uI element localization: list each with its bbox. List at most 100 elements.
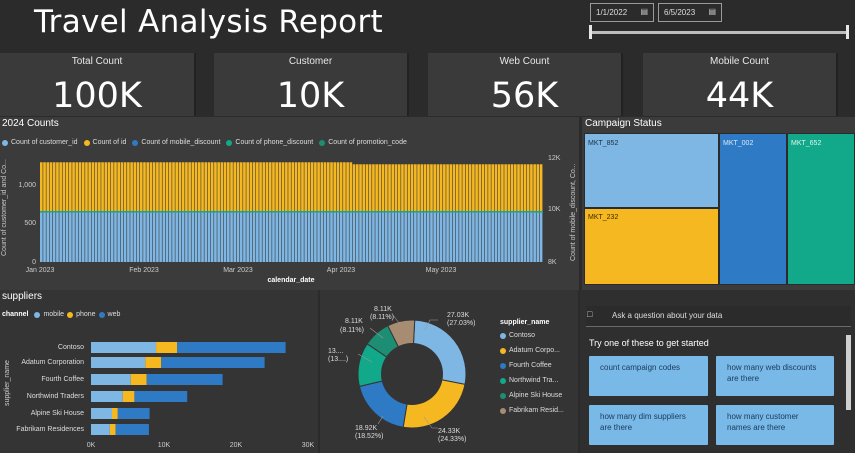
calendar-icon[interactable]: ▤ xyxy=(708,7,716,16)
bar-count-of-customer-id xyxy=(281,211,285,262)
legend-title: supplier_name xyxy=(500,319,550,326)
bar-web[interactable] xyxy=(146,374,223,385)
bar-phone[interactable] xyxy=(156,342,178,353)
treemap-label: MKT_652 xyxy=(791,140,822,147)
start-date-value: 1/1/2022 xyxy=(596,8,628,17)
bar-count-of-id xyxy=(304,162,308,212)
date-range-slider[interactable] xyxy=(590,31,848,34)
bar-phone[interactable] xyxy=(109,424,116,435)
bar-count-of-id xyxy=(168,162,172,212)
bar-count-of-customer-id xyxy=(239,211,243,262)
bar-count-of-id xyxy=(81,162,85,212)
bar-count-of-id xyxy=(320,162,324,212)
slider-handle-end[interactable] xyxy=(846,25,849,39)
bar-count-of-customer-id xyxy=(236,211,240,262)
bar-count-of-id xyxy=(152,162,156,212)
bar-count-of-id xyxy=(326,162,330,212)
bar-count-of-id xyxy=(72,162,75,212)
bar-count-of-id xyxy=(110,162,114,212)
bar-mobile[interactable] xyxy=(91,357,146,368)
bar-count-of-customer-id xyxy=(49,211,53,262)
qa-placeholder: Ask a question about your data xyxy=(612,311,723,320)
bar-count-of-customer-id xyxy=(304,211,308,262)
legend-label: Contoso xyxy=(509,332,536,339)
bar-count-of-customer-id xyxy=(459,211,462,262)
bar-count-of-id xyxy=(85,162,88,212)
bar-count-of-id xyxy=(468,164,472,212)
bar-count-of-id xyxy=(285,162,288,212)
bar-mobile[interactable] xyxy=(91,374,131,385)
bar-count-of-id xyxy=(159,162,162,212)
bar-count-of-id xyxy=(504,164,507,212)
bar-web[interactable] xyxy=(134,391,188,402)
bar-count-of-customer-id xyxy=(339,211,343,262)
donut-legend: supplier_name Contoso Adatum Corpo... Fo… xyxy=(500,319,564,414)
legend-dot xyxy=(132,139,139,146)
bar-count-of-id xyxy=(336,162,340,212)
legend-dot xyxy=(500,347,506,354)
bar-count-of-id xyxy=(523,164,527,212)
bar-count-of-customer-id xyxy=(478,211,482,262)
bar-phone[interactable] xyxy=(145,357,162,368)
start-date-input[interactable]: 1/1/2022 ▤ xyxy=(590,3,654,22)
bar-count-of-id xyxy=(449,164,453,212)
bar-web[interactable] xyxy=(177,342,286,353)
calendar-icon[interactable]: ▤ xyxy=(640,7,648,16)
bar-phone[interactable] xyxy=(122,391,135,402)
slice-label: (8.11%) xyxy=(340,327,364,334)
bar-count-of-customer-id xyxy=(185,211,188,262)
bar-mobile[interactable] xyxy=(91,408,112,419)
treemap-cell-mkt-232[interactable]: MKT_232 xyxy=(584,208,719,285)
bar-phone[interactable] xyxy=(130,374,147,385)
bar-count-of-id xyxy=(378,164,382,212)
bar-count-of-customer-id xyxy=(143,211,146,262)
treemap-cell-mkt-852[interactable]: MKT_852 xyxy=(584,133,719,208)
bar-count-of-id xyxy=(233,162,237,212)
bar-count-of-customer-id xyxy=(101,211,104,262)
bar-mobile[interactable] xyxy=(91,342,157,353)
y-right-tick: 10K xyxy=(548,206,561,213)
bar-count-of-customer-id xyxy=(217,211,220,262)
bar-count-of-id xyxy=(217,162,220,212)
bar-count-of-customer-id xyxy=(223,211,227,262)
bar-count-of-customer-id xyxy=(285,211,288,262)
bar-count-of-customer-id xyxy=(430,211,433,262)
bar-count-of-id xyxy=(139,162,143,212)
bar-count-of-customer-id xyxy=(465,211,469,262)
bar-count-of-id xyxy=(194,162,198,212)
bar-web[interactable] xyxy=(117,408,150,419)
treemap-cell-mkt-002[interactable]: MKT_002 xyxy=(719,133,787,285)
bar-count-of-customer-id xyxy=(517,211,520,262)
suggestion-button[interactable]: how many customer names are there xyxy=(716,405,834,445)
qa-scrollbar[interactable] xyxy=(846,335,851,410)
bar-count-of-id xyxy=(191,162,195,212)
legend-item: Fabrikam Resid... xyxy=(500,407,564,414)
end-date-input[interactable]: 6/5/2023 ▤ xyxy=(658,3,722,22)
bar-web[interactable] xyxy=(161,357,265,368)
suggestion-button[interactable]: count campaign codes xyxy=(589,356,708,396)
bar-count-of-customer-id xyxy=(88,211,91,262)
leader-line xyxy=(423,416,438,429)
leader-line xyxy=(369,327,384,339)
bar-mobile[interactable] xyxy=(91,391,123,402)
suggestion-button[interactable]: how many dim suppliers are there xyxy=(589,405,708,445)
bar-web[interactable] xyxy=(115,424,149,435)
bar-count-of-customer-id xyxy=(368,211,372,262)
treemap-cell-mkt-652[interactable]: MKT_652 xyxy=(787,133,855,285)
suggestion-button[interactable]: how many web discounts are there xyxy=(716,356,834,396)
bar-count-of-customer-id xyxy=(268,211,272,262)
bar-count-of-id xyxy=(65,162,69,212)
bar-count-of-customer-id xyxy=(46,211,50,262)
donut-hole xyxy=(381,343,443,405)
kpi-label: Web Count xyxy=(499,56,550,67)
legend-dot xyxy=(226,139,233,146)
slider-handle-start[interactable] xyxy=(589,25,592,39)
bar-count-of-customer-id xyxy=(227,211,230,262)
bar-count-of-customer-id xyxy=(52,211,56,262)
qa-input[interactable]: □ Ask a question about your data xyxy=(586,306,851,327)
bar-mobile[interactable] xyxy=(91,424,110,435)
bar-phone[interactable] xyxy=(112,408,118,419)
treemap-label: MKT_852 xyxy=(588,140,619,147)
bar-count-of-id xyxy=(104,162,108,212)
bar-count-of-customer-id xyxy=(130,211,133,262)
